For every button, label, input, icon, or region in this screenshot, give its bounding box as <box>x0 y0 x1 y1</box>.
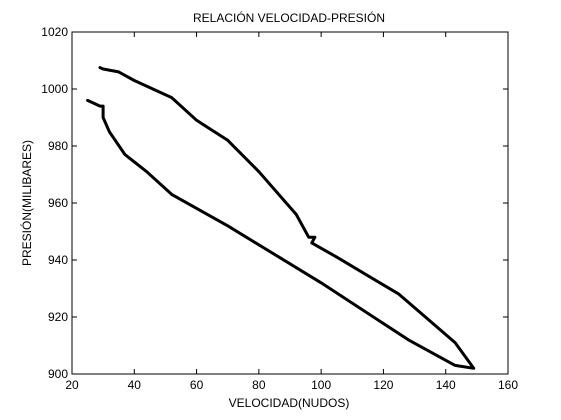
plot-area-frame <box>71 31 509 375</box>
y-axis-title: PRESIÓN(MILIBARES) <box>19 140 34 266</box>
y-tick-label-1020: 1020 <box>41 25 68 39</box>
x-tick-label-140: 140 <box>436 378 456 392</box>
x-tick-label-20: 20 <box>65 378 79 392</box>
y-tick-label-900: 900 <box>48 367 68 381</box>
y-tick-label-960: 960 <box>48 196 68 210</box>
x-tick-label-160: 160 <box>498 378 518 392</box>
x-axis-title: VELOCIDAD(NUDOS) <box>229 396 350 410</box>
x-tick-label-40: 40 <box>128 378 142 392</box>
x-tick-label-60: 60 <box>190 378 204 392</box>
chart-title: RELACIÓN VELOCIDAD-PRESIÓN <box>193 10 385 25</box>
y-tick-label-980: 980 <box>48 139 68 153</box>
x-tick-label-120: 120 <box>373 378 393 392</box>
y-tick-label-1000: 1000 <box>41 82 68 96</box>
x-tick-label-100: 100 <box>311 378 331 392</box>
x-tick-label-80: 80 <box>252 378 266 392</box>
y-tick-label-920: 920 <box>48 310 68 324</box>
y-tick-label-940: 940 <box>48 253 68 267</box>
pressure-velocity-series-line <box>86 66 476 370</box>
